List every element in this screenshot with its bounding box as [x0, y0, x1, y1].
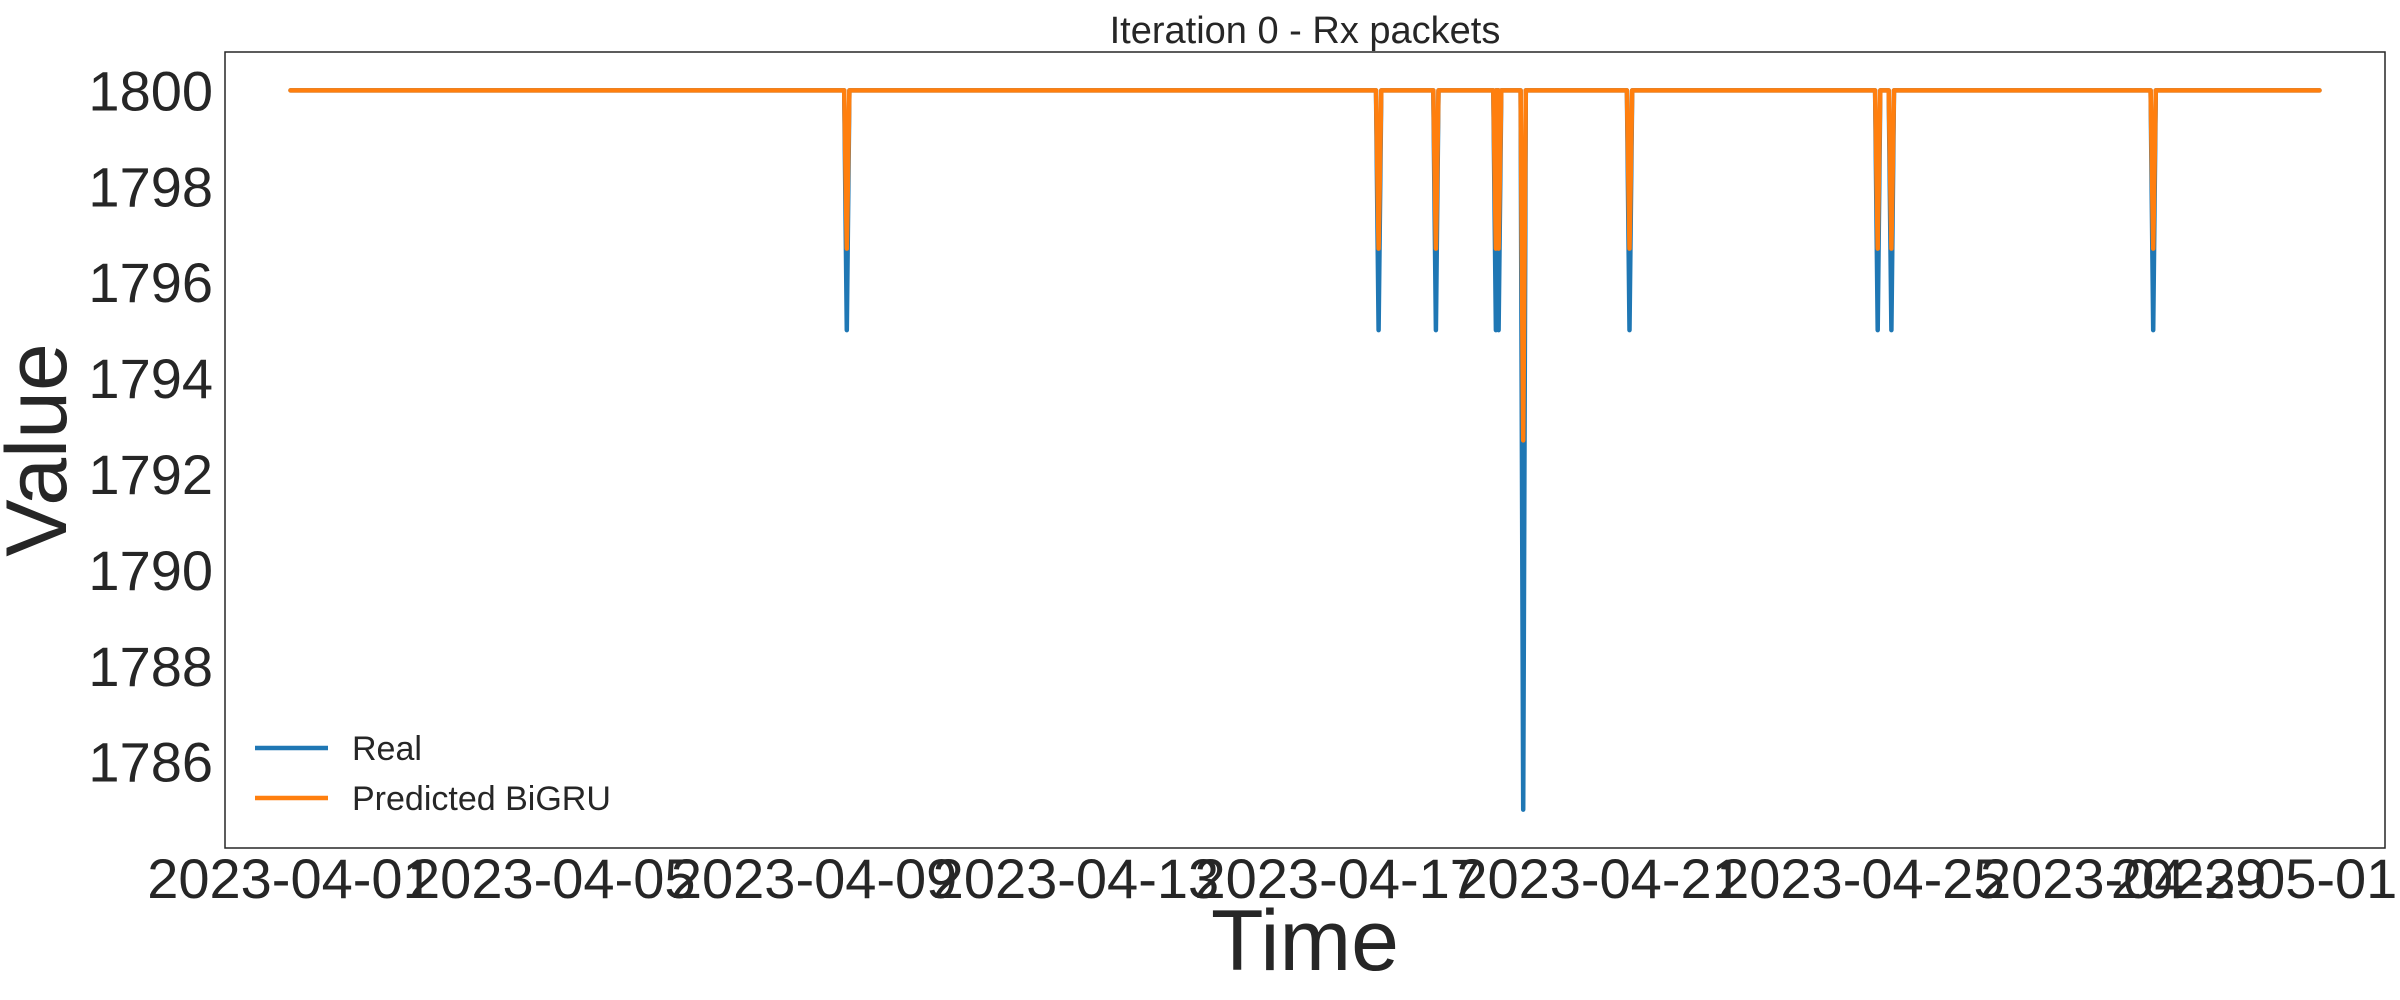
x-axis-ticks: 2023-04-012023-04-052023-04-092023-04-13… [147, 847, 2397, 910]
legend-label: Real [352, 730, 422, 768]
x-tick-label: 2023-04-29 [1980, 847, 2266, 910]
y-tick-label: 1798 [88, 155, 213, 218]
x-tick-label: 2023-04-09 [671, 847, 957, 910]
x-tick-label: 2023-04-05 [409, 847, 695, 910]
series-layer [288, 88, 2322, 812]
x-tick-label: 2023-04-17 [1195, 847, 1481, 910]
y-tick-label: 1786 [88, 731, 213, 794]
x-tick-label: 2023-04-21 [1456, 847, 1742, 910]
y-tick-label: 1796 [88, 251, 213, 314]
series-line-real [288, 88, 2322, 812]
y-tick-label: 1788 [88, 635, 213, 698]
x-tick-label: 2023-04-01 [147, 847, 433, 910]
y-tick-label: 1800 [88, 59, 213, 122]
y-tick-label: 1794 [88, 347, 213, 410]
chart-title: Iteration 0 - Rx packets [1110, 10, 1501, 52]
legend-label: Predicted BiGRU [352, 780, 611, 818]
y-tick-label: 1790 [88, 539, 213, 602]
y-axis-ticks: 1786 1788 1790 1792 1794 1796 1798 1800 [88, 59, 213, 793]
series-line-predicted-bigru [288, 88, 2322, 443]
legend: Real Predicted BiGRU [255, 730, 611, 818]
x-axis-label: Time [1211, 893, 1399, 989]
x-tick-label: 2023-04-13 [933, 847, 1219, 910]
y-tick-label: 1792 [88, 443, 213, 506]
x-tick-label: 2023-05-01 [2111, 847, 2397, 910]
x-tick-label: 2023-04-25 [1718, 847, 2004, 910]
y-axis-label: Value [0, 343, 85, 557]
plot-area-frame [224, 51, 2386, 849]
